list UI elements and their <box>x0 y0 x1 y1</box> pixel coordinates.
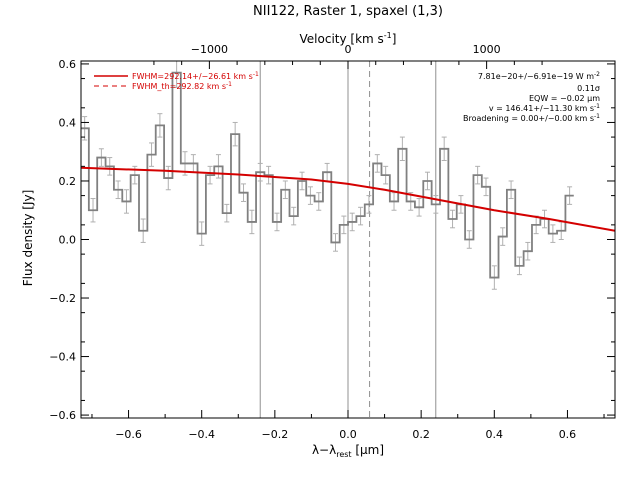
x-tick-label: 0.4 <box>486 428 504 441</box>
top-axis-label-end: ] <box>392 32 397 46</box>
chart-title: NII122, Raster 1, spaxel (1,3) <box>253 4 443 19</box>
spectrum-line <box>81 71 574 279</box>
plot-area: −0.6 −0.4 −0.2 0.0 0.2 0.4 0.6 −0.6 −0.4 −0.2 0.0 0… <box>49 43 616 441</box>
legend-entry-fit-sup: -1 <box>253 71 259 78</box>
top-tick-label: −1000 <box>191 43 228 56</box>
x-axis-label-main: λ−λ <box>312 443 336 457</box>
top-axis-label: Velocity [km s-1] <box>300 31 397 46</box>
top-tick-label: 0 <box>345 43 352 56</box>
fit-annotation-broadening: Broadening = 0.00+/−0.00 km s-1 <box>463 113 600 123</box>
y-tick-label: −0.2 <box>49 292 76 305</box>
fit-annotation-broadening-text: Broadening = 0.00+/−0.00 km s <box>463 114 594 123</box>
fit-annotation-broadening-sup: -1 <box>594 113 600 120</box>
fit-annotation-velocity: v = 146.41+/−11.30 km s-1 <box>489 103 600 113</box>
x-axis-label-unit: [μm] <box>352 443 385 457</box>
fit-annotation-flux-sup: -2 <box>594 71 600 78</box>
x-tick-label: 0.0 <box>339 428 357 441</box>
x-tick-label: 0.6 <box>559 428 577 441</box>
gaussian-fit-line <box>81 166 615 232</box>
y-tick-label: 0.2 <box>59 175 77 188</box>
legend-entry-thermal-label: FWHM_th=292.82 km s <box>132 82 226 91</box>
legend: FWHM=292.14+/−26.61 km s-1 FWHM_th=292.8… <box>94 71 259 91</box>
y-axis-label: Flux density [Jy] <box>21 190 35 287</box>
x-tick-label: −0.4 <box>188 428 215 441</box>
fit-annotation-eqw: EQW = −0.02 μm <box>529 94 600 103</box>
legend-entry-thermal-sup: -1 <box>226 81 232 88</box>
fit-annotation-velocity-sup: -1 <box>594 103 600 110</box>
y-tick-label: 0.4 <box>59 116 77 129</box>
top-axis-label-main: Velocity [km s <box>300 32 384 46</box>
y-tick-label: −0.6 <box>49 409 76 422</box>
legend-entry-fit: FWHM=292.14+/−26.61 km s-1 <box>132 71 259 81</box>
y-tick-label: −0.4 <box>49 351 76 364</box>
spectrum-group <box>81 61 615 290</box>
y-tick-label: 0.0 <box>59 234 77 247</box>
x-axis-label-sub: rest <box>336 450 351 459</box>
legend-entry-fit-label: FWHM=292.14+/−26.61 km s <box>132 72 253 81</box>
fit-annotation-eqw-text: EQW = −0.02 μm <box>529 94 600 103</box>
x-axis-label: λ−λrest [μm] <box>312 443 384 459</box>
top-axis-label-sup: -1 <box>384 31 392 40</box>
fit-annotation-significance-text: 0.11σ <box>577 84 600 93</box>
top-tick-label: 1000 <box>473 43 501 56</box>
fit-annotation-velocity-text: v = 146.41+/−11.30 km s <box>489 104 594 113</box>
legend-entry-thermal: FWHM_th=292.82 km s-1 <box>132 81 232 91</box>
x-tick-label: 0.2 <box>412 428 430 441</box>
x-tick-label: −0.2 <box>261 428 288 441</box>
fit-annotation-flux-text: 7.81e−20+/−6.91e−19 W m <box>478 72 594 81</box>
fit-annotation-significance: 0.11σ <box>577 84 600 93</box>
x-tick-label: −0.6 <box>115 428 142 441</box>
fit-annotations: 7.81e−20+/−6.91e−19 W m-2 0.11σ EQW = −0… <box>463 71 600 123</box>
y-tick-label: 0.6 <box>59 58 77 71</box>
fit-annotation-flux: 7.81e−20+/−6.91e−19 W m-2 <box>478 71 600 81</box>
